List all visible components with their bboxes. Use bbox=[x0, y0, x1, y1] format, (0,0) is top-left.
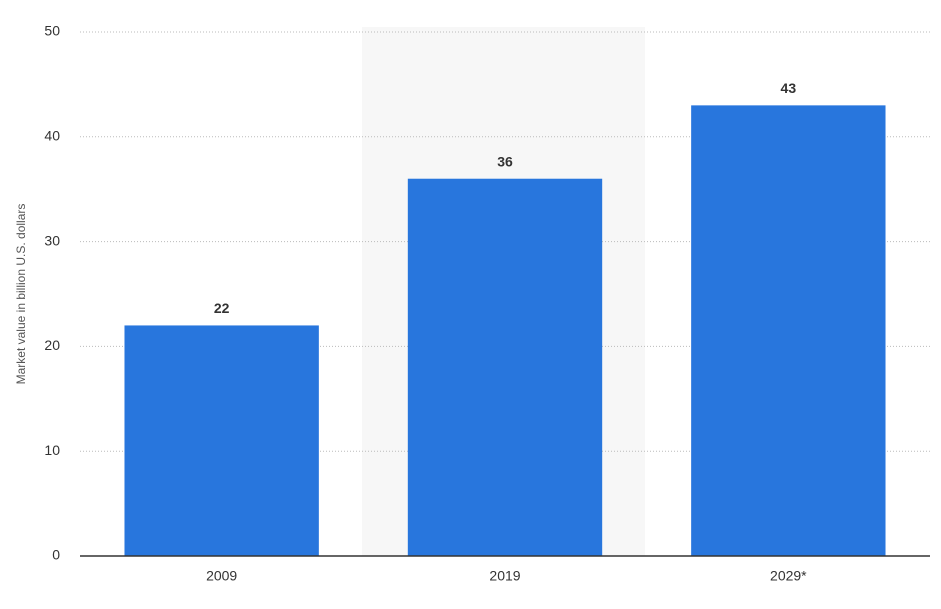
x-tick-label: 2029* bbox=[770, 568, 807, 584]
bar bbox=[407, 178, 603, 556]
value-label: 43 bbox=[781, 80, 797, 96]
value-label: 22 bbox=[214, 300, 230, 316]
y-tick-label: 0 bbox=[52, 547, 60, 563]
y-tick-label: 50 bbox=[44, 23, 60, 39]
y-tick-label: 30 bbox=[44, 232, 60, 248]
x-tick-label: 2019 bbox=[489, 568, 520, 584]
value-label: 36 bbox=[497, 153, 513, 169]
y-tick-label: 20 bbox=[44, 337, 60, 353]
y-tick-label: 10 bbox=[44, 442, 60, 458]
bar bbox=[124, 325, 319, 556]
x-tick-label: 2009 bbox=[206, 568, 237, 584]
y-tick-label: 40 bbox=[44, 128, 60, 144]
bar bbox=[691, 105, 886, 557]
y-axis-label: Market value in billion U.S. dollars bbox=[14, 204, 28, 385]
